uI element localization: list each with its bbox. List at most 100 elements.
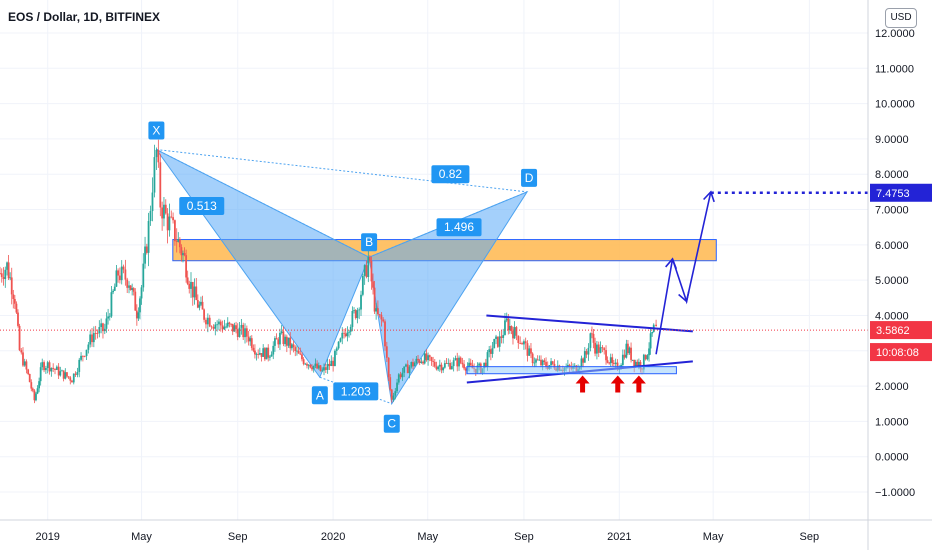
candle-body [236,329,239,337]
candle-body [523,341,525,345]
pattern-ratio-label-bg [436,218,482,237]
candle-body [450,366,453,370]
candle-body [244,328,246,338]
candle-body [275,338,278,340]
candle-body [235,325,237,330]
candle-body [289,337,292,349]
candle-body [132,288,135,292]
target-price-tag-bg [870,183,932,202]
candle-body [48,362,51,372]
candle-body [458,357,460,367]
candle-body [384,321,386,347]
currency-button[interactable]: USD [885,8,917,28]
pattern-ratio-label: 0.513 [187,199,217,213]
candle-body [39,367,42,382]
candle-body [461,362,464,365]
candle-body [314,363,317,366]
candle-body [309,364,312,368]
candle-body [498,336,501,347]
candle-body [72,373,75,383]
candle-body [191,281,194,298]
candle-body [216,324,219,326]
candle-body [358,309,361,311]
candle-body [606,360,609,363]
candle-body [50,367,53,372]
candle-body [71,380,73,383]
candle-body [592,333,595,343]
candle-body [349,326,352,332]
candle-body [137,312,140,319]
candle-body [80,355,82,360]
candle-body [113,286,116,291]
candle-body [228,322,231,324]
y-tick-label: 7.0000 [875,205,909,217]
candle-countdown-tag: 10:08:08 [876,347,919,359]
candle-body [630,347,632,360]
candle-body [46,362,49,369]
candle-body [454,358,457,361]
candle-body [394,391,397,396]
y-tick-label: −1.0000 [875,487,915,499]
candle-body [120,266,123,281]
candle-body [89,334,92,345]
candle-body [85,349,88,357]
candle-body [405,364,407,367]
candle-body [145,246,148,253]
candle-body [378,314,381,316]
chart-title: EOS / Dollar, 1D, BITFINEX [8,10,161,24]
candle-body [483,362,486,369]
candle-body [346,332,349,337]
pattern-point-label-bg [521,168,538,187]
candle-body [66,372,68,377]
candle-body [376,308,379,315]
candle-countdown-tag-bg [870,343,932,362]
candle-body [413,363,416,367]
candle-body [573,365,576,367]
candle-body [23,361,26,366]
candle-body [302,359,305,364]
candle-body [323,367,325,371]
candle-body [582,358,585,363]
candle-body [496,336,499,347]
candle-body [599,347,602,353]
candle-body [603,348,606,351]
candle-body [469,362,472,366]
candle-body [443,363,446,368]
candle-body [180,247,183,256]
candle-body [543,360,546,362]
candle-body [512,330,514,339]
candle-body [87,344,90,350]
pattern-ratio-label: 0.82 [439,167,463,181]
pattern-labels: X A B C D 0.513 0.82 1.203 1.496 [148,121,538,433]
buy-arrow-icon [610,375,625,393]
candle-body [291,344,293,349]
projection-path [655,191,712,355]
x-tick-label: May [703,531,724,543]
candle-body [282,331,285,345]
x-tick-label: May [131,531,152,543]
buy-arrow-icon [575,375,590,393]
candle-body [326,363,329,370]
y-tick-label: 2.0000 [875,381,909,393]
candle-body [22,352,24,366]
candle-body [83,356,86,357]
candle-body [334,350,336,366]
candle-body [131,288,134,290]
candle-body [445,363,448,364]
candle-body [226,322,229,327]
candle-body [628,347,631,354]
candle-body [616,362,619,370]
candle-body [250,338,253,348]
y-tick-label: 9.0000 [875,134,909,146]
xab-triangle [155,149,370,379]
candle-body [277,339,280,345]
candle-body [510,326,513,331]
candle-body [447,362,450,364]
pattern-ratio-label-bg [333,382,379,401]
candle-body [517,335,520,344]
candle-body [69,377,72,381]
x-tick-label: 2021 [607,531,631,543]
candle-body [651,332,654,334]
candle-body [319,365,322,371]
